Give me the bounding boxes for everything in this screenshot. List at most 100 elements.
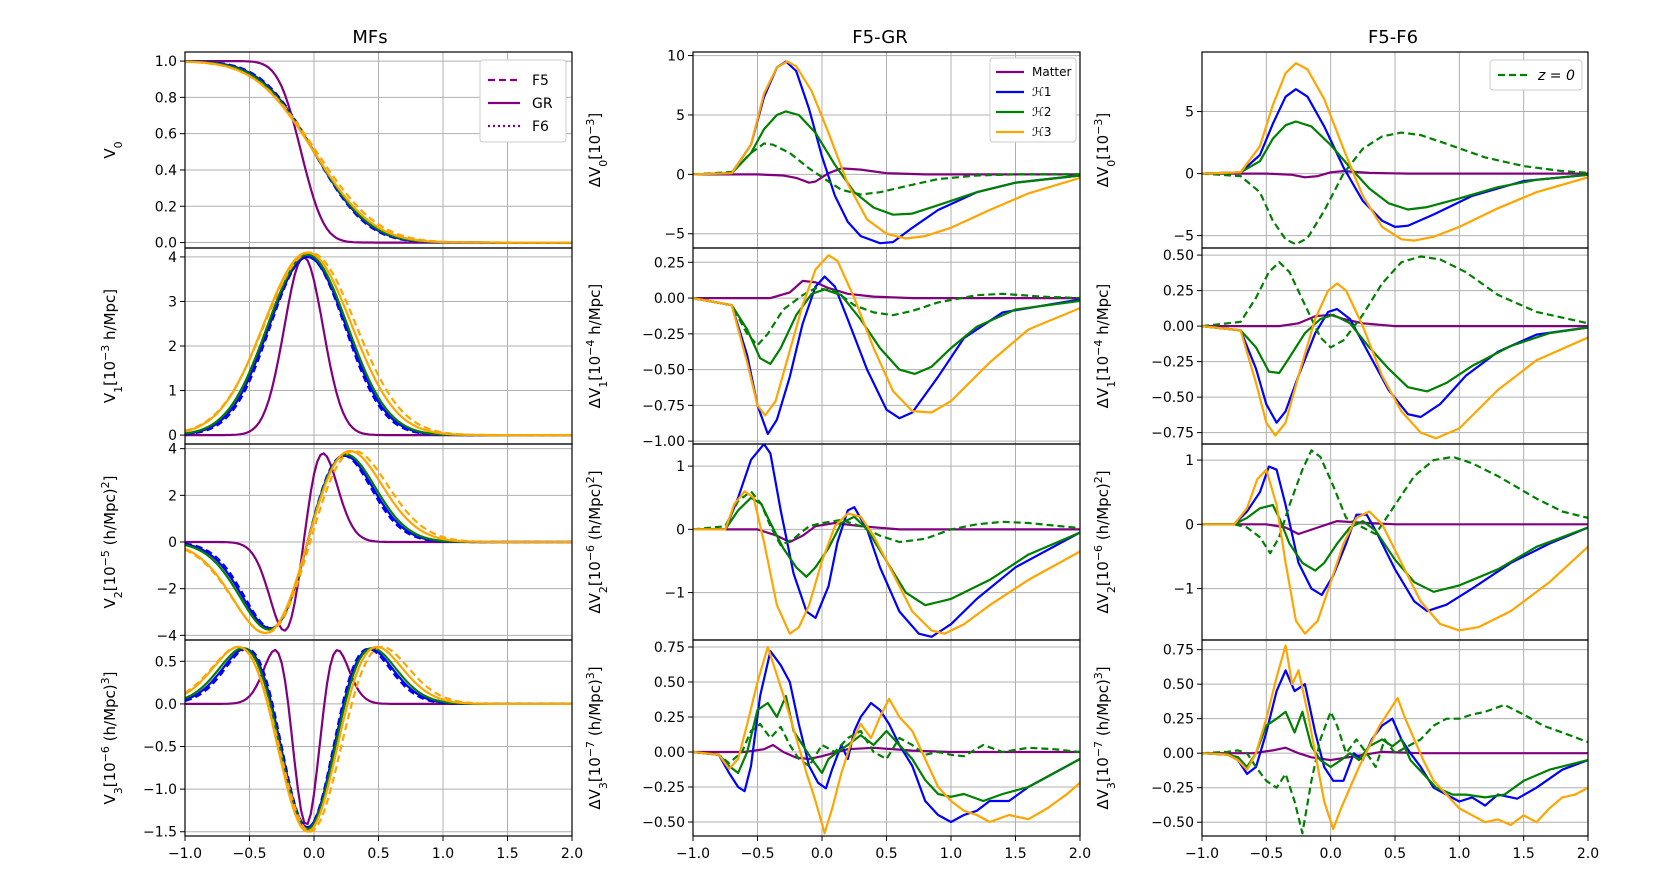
y-axis-label: ΔV0[10−3] <box>1092 113 1118 188</box>
y-tick-label: 0.50 <box>1163 248 1194 264</box>
column-title-f5-f6: F5-F6 <box>1368 27 1418 48</box>
y-tick-label: 0 <box>676 167 685 183</box>
series-group <box>693 254 1080 436</box>
y-tick-label: −0.25 <box>642 327 685 343</box>
series-line-h3 <box>185 449 572 635</box>
series-line-h2-z-0 <box>1202 255 1588 349</box>
x-tick-label: −0.5 <box>233 846 267 862</box>
y-tick-label: 0.00 <box>654 291 685 307</box>
y-tick-label: 0.5 <box>155 654 177 670</box>
legend-label: ℋ3 <box>1032 125 1052 139</box>
y-tick-label: 0 <box>1185 167 1194 183</box>
x-tick-label: 1.5 <box>1513 846 1535 862</box>
x-tick-label: 0.0 <box>303 846 325 862</box>
y-tick-label: 0.25 <box>1163 712 1194 728</box>
x-tick-label: 0.0 <box>1320 846 1342 862</box>
y-tick-label: −0.50 <box>1151 815 1194 831</box>
y-tick-label: 0.00 <box>654 745 685 761</box>
y-tick-label: −0.50 <box>1151 390 1194 406</box>
series-group <box>1202 449 1588 635</box>
column-title-f5-gr: F5-GR <box>852 27 907 48</box>
series-line-h3 <box>693 645 1080 835</box>
y-tick-label: 0.25 <box>1163 284 1194 300</box>
x-tick-label: 0.5 <box>875 846 897 862</box>
x-tick-label: 2.0 <box>561 846 583 862</box>
legend-label: Matter <box>1032 65 1072 79</box>
series-line-h3 <box>1202 468 1588 635</box>
panel-1-0: −5 0 5 10 ΔV0[10−3] <box>584 49 1081 249</box>
panel-0-1: 0 1 2 3 4 V1[10−3 h/Mpc] <box>99 247 573 445</box>
series-line-h2 <box>1202 503 1588 593</box>
y-tick-label: −0.25 <box>1151 781 1194 797</box>
legend-label: ℋ1 <box>1032 85 1052 99</box>
y-tick-label: 0.25 <box>654 710 685 726</box>
series-line-h3 <box>1202 282 1588 440</box>
panel-2-3: −0.50 −0.25 0.00 0.25 0.50 0.75 ΔV3[10−7 (h/Mp… <box>1092 639 1599 862</box>
y-tick-label: −0.5 <box>143 740 177 756</box>
series-group <box>693 444 1080 638</box>
panel-2-2: −1 0 1 ΔV2[10−6 (h/Mpc)2] <box>1092 443 1589 641</box>
y-axis-label: V0 <box>101 141 125 158</box>
y-tick-label: 0 <box>168 428 177 444</box>
series-line-h2-z-0 <box>693 287 1080 347</box>
y-axis-label: ΔV3[10−7 (h/Mpc)3] <box>1092 666 1118 809</box>
series-line-h2 <box>693 288 1080 375</box>
series-line-h3 <box>1202 62 1588 242</box>
series-line-h3 <box>693 490 1080 635</box>
y-tick-label: −4 <box>156 628 177 644</box>
y-tick-label: −1.00 <box>642 434 685 450</box>
panel-1-2: −1 0 1 ΔV2[10−6 (h/Mpc)2] <box>584 443 1081 641</box>
y-tick-label: 0.00 <box>1163 746 1194 762</box>
legend-box <box>1489 59 1583 91</box>
x-tick-label: 1.0 <box>432 846 454 862</box>
y-axis-label: ΔV1[10−4 h/Mpc] <box>1092 284 1118 409</box>
panel-2-1: −0.75 −0.50 −0.25 0.00 0.25 0.50 ΔV1[10−4 h/Mp… <box>1092 247 1589 445</box>
y-tick-label: 2 <box>168 339 177 355</box>
y-tick-label: −1 <box>1173 582 1194 598</box>
legend-box <box>479 59 567 143</box>
panel-0-3: −1.5 −1.0 −0.5 0.0 0.5 V3[10−6 (h/Mpc)3] −1.0 −… <box>99 639 583 862</box>
series-line-h2 <box>693 694 1080 803</box>
series-line-h1 <box>1202 308 1588 424</box>
y-tick-label: 0.4 <box>155 163 177 179</box>
y-axis-label: V3[10−6 (h/Mpc)3] <box>99 671 125 804</box>
series-line-h3 <box>1202 644 1588 831</box>
y-tick-label: −0.75 <box>642 398 685 414</box>
x-tick-label: 0.0 <box>811 846 833 862</box>
y-tick-label: −0.25 <box>642 780 685 796</box>
series-line-h1 <box>1202 88 1588 228</box>
y-tick-label: 0.0 <box>155 236 177 252</box>
legend-label: GR <box>532 96 553 112</box>
y-tick-label: −0.50 <box>642 815 685 831</box>
x-tick-label: −0.5 <box>1249 846 1283 862</box>
series-group <box>185 60 572 244</box>
y-tick-label: 2 <box>168 488 177 504</box>
y-tick-label: 0.0 <box>155 697 177 713</box>
y-tick-label: 4 <box>168 250 177 266</box>
x-tick-label: 1.0 <box>1448 846 1470 862</box>
series-group <box>185 251 572 437</box>
series-line-matter <box>1202 170 1588 179</box>
y-tick-label: 0.50 <box>654 675 685 691</box>
y-tick-label: 1 <box>168 384 177 400</box>
x-tick-label: 2.0 <box>1577 846 1599 862</box>
y-tick-label: 0.00 <box>1163 319 1194 335</box>
series-line-h2-z-0 <box>693 722 1080 768</box>
x-tick-label: −0.5 <box>741 846 775 862</box>
series-line-h2 <box>1202 710 1588 799</box>
series-line-h2-z-0 <box>693 142 1080 196</box>
legend-box <box>989 57 1077 143</box>
series-line-h2-z-0 <box>1202 449 1588 555</box>
series-group <box>693 645 1080 835</box>
y-tick-label: 10 <box>667 49 685 65</box>
x-tick-label: 1.0 <box>940 846 962 862</box>
legend-1: Matter ℋ1 ℋ2 ℋ3 <box>989 57 1077 143</box>
series-line-h1 <box>693 275 1080 436</box>
series-line-h2 <box>1202 313 1588 393</box>
y-tick-label: 5 <box>1185 105 1194 121</box>
legend-label: ℋ2 <box>1032 105 1052 119</box>
x-tick-label: −1.0 <box>168 846 202 862</box>
y-tick-label: −1 <box>664 586 685 602</box>
legend-label: F6 <box>532 119 549 135</box>
series-line-h2 <box>693 110 1080 216</box>
